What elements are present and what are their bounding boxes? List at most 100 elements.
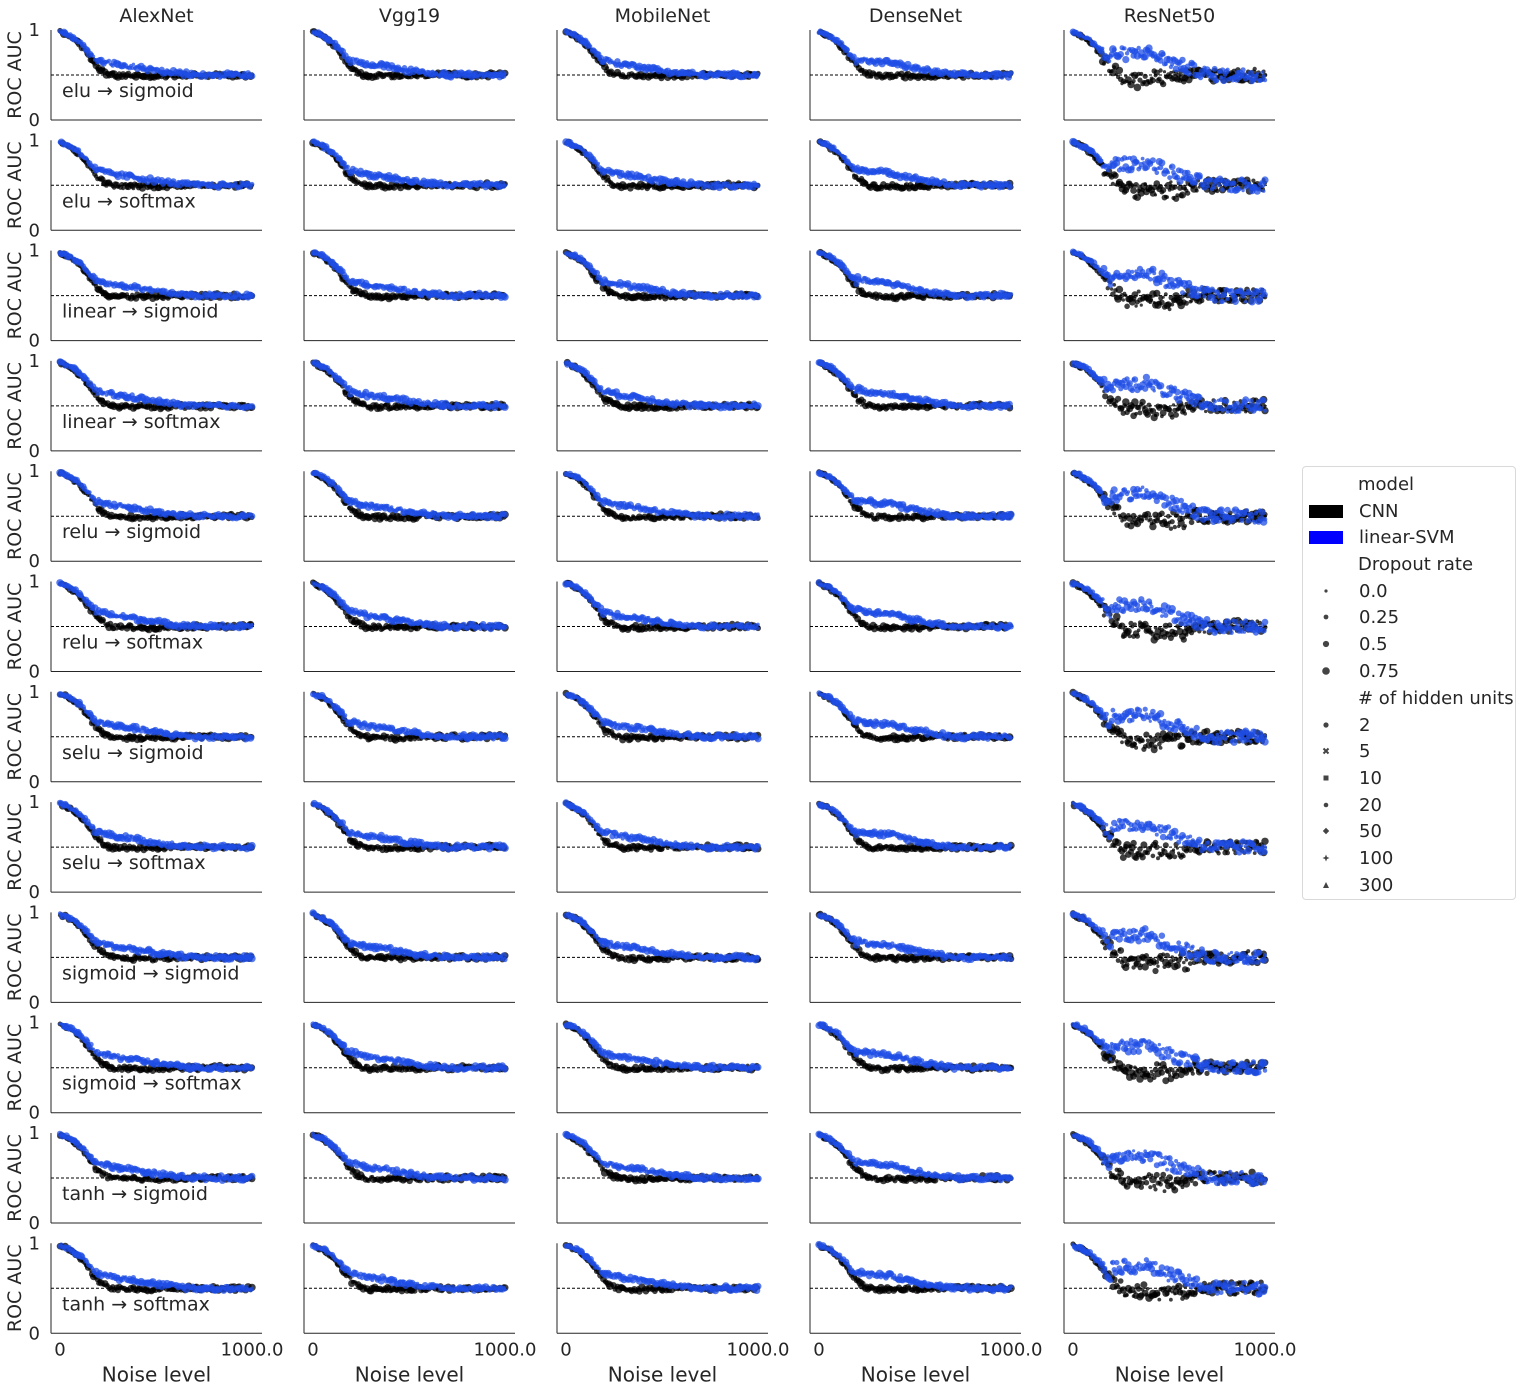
linear-svm-point <box>1262 77 1268 83</box>
cnn-point <box>1133 83 1142 92</box>
linear-svm-point <box>1124 51 1130 56</box>
linear-svm-point <box>1168 163 1176 171</box>
column-title-densenet: DenseNet <box>869 5 962 27</box>
y-tick-label: 1 <box>29 241 40 262</box>
cnn-point <box>1139 71 1144 76</box>
cnn-point <box>1163 292 1168 297</box>
cnn-point <box>1121 298 1126 302</box>
linear-svm-point <box>1206 184 1211 189</box>
y-tick-label: 0 <box>29 331 40 352</box>
linear-svm-point <box>503 183 507 188</box>
linear-svm-point <box>1190 61 1198 69</box>
cnn-point <box>1112 172 1119 179</box>
linear-svm-point <box>249 181 255 187</box>
cnn-point <box>1160 81 1167 88</box>
cnn-point <box>1150 298 1154 302</box>
linear-svm-point <box>1192 180 1199 186</box>
cnn-point <box>1179 191 1186 199</box>
y-tick-label: 1 <box>29 130 40 151</box>
linear-svm-point <box>1186 71 1192 77</box>
linear-svm-point <box>1122 46 1127 51</box>
cnn-point <box>1158 68 1163 73</box>
linear-svm-point <box>755 72 761 77</box>
linear-svm-point <box>1148 277 1153 282</box>
cnn-point <box>1167 307 1172 312</box>
panel-mobilenet-row-2 <box>556 138 768 231</box>
linear-svm-point <box>1166 170 1171 175</box>
cnn-point <box>1160 187 1167 194</box>
linear-svm-point <box>1216 182 1221 188</box>
y-axis-label: ROC AUC <box>4 141 26 229</box>
cnn-point <box>1124 303 1130 310</box>
linear-svm-point <box>1180 290 1185 296</box>
panel-resnet50-row-3 <box>1063 248 1275 342</box>
cnn-point <box>1139 303 1143 307</box>
linear-svm-point <box>107 58 111 63</box>
linear-svm-point <box>1111 47 1117 53</box>
cnn-point <box>1142 73 1148 79</box>
cnn-point <box>1134 304 1138 308</box>
y-axis-label: ROC AUC <box>4 252 26 340</box>
linear-svm-point <box>1237 187 1242 192</box>
linear-svm-point <box>131 62 136 66</box>
cnn-point <box>1115 285 1124 294</box>
cnn-point <box>1194 188 1199 193</box>
linear-svm-point <box>588 44 593 48</box>
linear-svm-point <box>1008 292 1014 297</box>
linear-svm-point <box>1106 58 1112 64</box>
linear-svm-point <box>1211 65 1218 72</box>
linear-svm-point <box>1231 180 1237 186</box>
row-label-activation: elu → softmax <box>62 190 196 212</box>
column-title-alexnet: AlexNet <box>119 5 193 27</box>
linear-svm-point <box>1129 165 1135 171</box>
linear-svm-point <box>1261 176 1269 184</box>
linear-svm-point <box>1200 71 1206 77</box>
panel-alexnet-row-4 <box>50 358 262 452</box>
panel-densenet-row-3 <box>809 248 1021 342</box>
cnn-point <box>1153 289 1161 297</box>
panel-resnet50-row-1 <box>1063 28 1275 121</box>
linear-svm-point <box>1107 282 1114 288</box>
panel-vgg19-row-1 <box>303 28 515 121</box>
linear-svm-point <box>596 161 600 166</box>
cnn-point <box>375 75 380 80</box>
linear-svm-point <box>1130 269 1135 274</box>
linear-svm-point <box>755 183 761 189</box>
linear-svm-point <box>1255 72 1259 76</box>
linear-svm-point <box>1260 70 1265 75</box>
linear-svm-point <box>1167 175 1172 181</box>
linear-svm-point <box>1008 70 1014 76</box>
linear-svm-point <box>1244 300 1248 304</box>
cnn-point <box>1131 79 1136 84</box>
linear-svm-point <box>1198 175 1203 180</box>
linear-svm-point <box>1240 67 1246 73</box>
linear-svm-point <box>345 164 350 169</box>
linear-svm-point <box>1201 184 1208 191</box>
linear-svm-point <box>1241 188 1245 193</box>
linear-svm-point <box>248 72 256 80</box>
panel-vgg19-row-3 <box>303 249 515 342</box>
linear-svm-point <box>1225 67 1230 72</box>
linear-svm-point <box>1140 156 1145 161</box>
linear-svm-point <box>844 47 850 53</box>
cnn-point <box>1252 66 1257 71</box>
panel-densenet-row-1 <box>809 28 1021 121</box>
panel-resnet50-row-2 <box>1063 137 1275 231</box>
cnn-point <box>1130 187 1137 194</box>
panel-mobilenet-row-1 <box>556 28 768 121</box>
linear-svm-point <box>1225 296 1230 302</box>
linear-svm-point <box>1211 294 1216 299</box>
linear-svm-point <box>1211 298 1218 304</box>
y-axis-label: ROC AUC <box>4 362 26 450</box>
cnn-point <box>1199 298 1205 304</box>
cnn-point <box>1143 182 1147 186</box>
linear-svm-point <box>754 293 762 301</box>
linear-svm-point <box>501 293 509 301</box>
cnn-point <box>1101 61 1106 66</box>
linear-svm-point <box>1160 51 1166 57</box>
cnn-point <box>1172 184 1178 190</box>
linear-svm-point <box>1223 292 1227 297</box>
linear-svm-point <box>1194 292 1202 299</box>
linear-svm-point <box>1122 56 1130 64</box>
panel-densenet-row-2 <box>809 138 1021 231</box>
